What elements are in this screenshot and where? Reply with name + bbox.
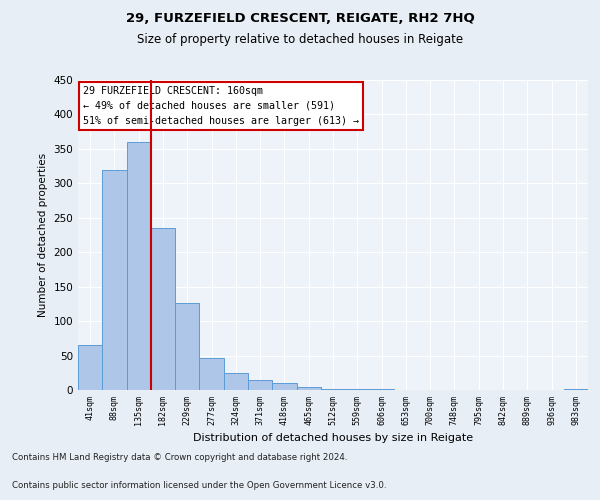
Bar [272, 383, 296, 390]
X-axis label: Distribution of detached houses by size in Reigate: Distribution of detached houses by size … [193, 433, 473, 443]
Bar [199, 358, 224, 390]
Bar [127, 142, 151, 390]
Bar [564, 388, 588, 390]
Text: Size of property relative to detached houses in Reigate: Size of property relative to detached ho… [137, 32, 463, 46]
Text: Contains public sector information licensed under the Open Government Licence v3: Contains public sector information licen… [12, 481, 386, 490]
Bar [102, 170, 127, 390]
Text: 29, FURZEFIELD CRESCENT, REIGATE, RH2 7HQ: 29, FURZEFIELD CRESCENT, REIGATE, RH2 7H… [125, 12, 475, 26]
Text: Contains HM Land Registry data © Crown copyright and database right 2024.: Contains HM Land Registry data © Crown c… [12, 454, 347, 462]
Bar [78, 345, 102, 390]
Y-axis label: Number of detached properties: Number of detached properties [38, 153, 48, 317]
Bar [175, 302, 199, 390]
Bar [296, 387, 321, 390]
Bar [151, 228, 175, 390]
Bar [224, 373, 248, 390]
Bar [248, 380, 272, 390]
Text: 29 FURZEFIELD CRESCENT: 160sqm
← 49% of detached houses are smaller (591)
51% of: 29 FURZEFIELD CRESCENT: 160sqm ← 49% of … [83, 86, 359, 126]
